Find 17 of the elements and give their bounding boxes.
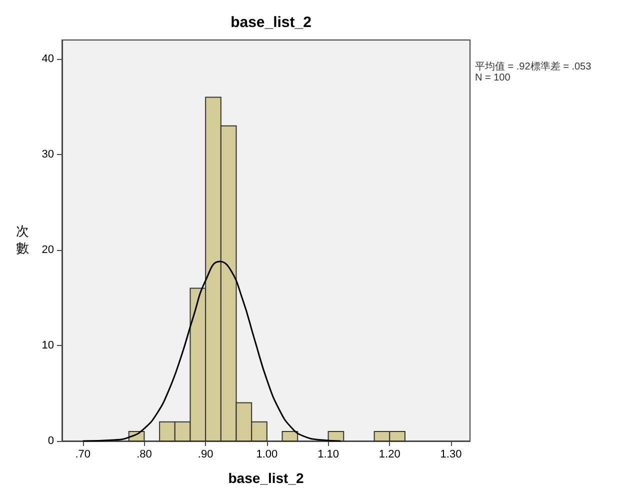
y-tick-label: 20	[42, 244, 54, 256]
text: N = 100	[475, 72, 511, 84]
x-tick-label: 1.20	[378, 448, 400, 460]
x-tick-label: 1.30	[440, 448, 462, 460]
y-tick-label: 30	[42, 148, 54, 161]
x-tick-label: .70	[75, 448, 91, 460]
x-tick-label: .80	[136, 448, 152, 460]
y-tick-label: 10	[42, 340, 54, 352]
text: 平均值 = .92標準差 = .053	[475, 60, 592, 72]
y-axis-title: 次數	[16, 224, 29, 256]
y-tick-label: 0	[48, 435, 54, 447]
x-tick-label: 1.00	[256, 448, 278, 460]
y-tick-label: 40	[42, 53, 54, 66]
x-tick-label: 1.10	[318, 448, 339, 460]
x-tick-label: .90	[198, 448, 214, 460]
x-axis-title: base_list_2	[228, 470, 304, 486]
chart-title: base_list_2	[230, 14, 312, 31]
